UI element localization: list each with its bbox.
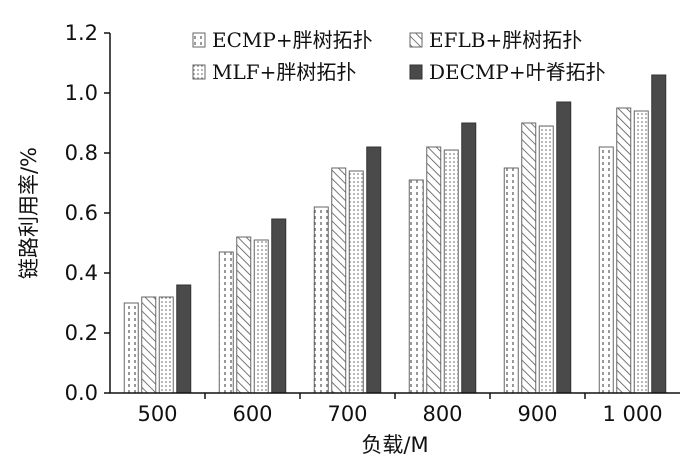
bar	[331, 167, 347, 394]
legend-label: EFLB+胖树拓扑	[429, 28, 582, 52]
bar	[598, 146, 614, 394]
bar	[158, 296, 174, 394]
legend-swatch	[192, 32, 206, 48]
bar	[461, 122, 477, 394]
plot-area: 0.0 0.2 0.4 0.6 0.8 1.0 1.2 500 600 700 800 900 1 0…	[65, 21, 680, 426]
legend-label: DECMP+叶脊拓扑	[429, 60, 606, 84]
legend: ECMP+胖树拓扑 EFLB+胖树拓扑 MLF+胖树拓扑 DECMP+叶脊拓扑	[192, 28, 606, 84]
y-tick-label: 0.6	[65, 201, 98, 225]
x-axis-title: 负载/M	[361, 433, 428, 457]
bar	[633, 110, 649, 394]
legend-swatch	[409, 64, 423, 80]
y-tick-label: 0.4	[65, 261, 98, 285]
bar	[123, 302, 139, 394]
x-tick-label: 600	[232, 402, 272, 426]
bar	[176, 284, 192, 394]
y-tick-label: 0.0	[65, 381, 98, 405]
bar	[616, 107, 632, 394]
bar	[236, 236, 252, 394]
bar	[426, 146, 442, 394]
x-axis-ticks: 500 600 700 800 900 1 000	[137, 393, 663, 426]
bar	[313, 206, 329, 394]
bar	[366, 146, 382, 394]
y-tick-label: 0.8	[65, 141, 98, 165]
bars	[123, 74, 667, 394]
y-tick-label: 1.0	[65, 81, 98, 105]
bar	[556, 101, 572, 394]
x-tick-label: 1 000	[602, 402, 662, 426]
y-tick-label: 0.2	[65, 321, 98, 345]
y-axis-title: 链路利用率/%	[17, 147, 41, 279]
bar	[443, 149, 459, 394]
x-tick-label: 800	[422, 402, 462, 426]
legend-swatch	[192, 64, 206, 80]
bar	[218, 251, 234, 394]
bar	[348, 170, 364, 394]
bar	[271, 218, 287, 394]
bar	[141, 296, 157, 394]
x-tick-label: 900	[517, 402, 557, 426]
y-axis-ticks: 0.0 0.2 0.4 0.6 0.8 1.0 1.2	[65, 21, 110, 405]
x-tick-label: 700	[327, 402, 367, 426]
bar	[503, 167, 519, 394]
bar	[521, 122, 537, 394]
bar	[408, 179, 424, 394]
legend-swatch	[409, 32, 423, 48]
y-tick-label: 1.2	[65, 21, 98, 45]
bar	[651, 74, 667, 394]
bar	[538, 125, 554, 394]
legend-label: MLF+胖树拓扑	[212, 60, 356, 84]
legend-label: ECMP+胖树拓扑	[212, 28, 373, 52]
bar	[253, 239, 269, 394]
x-tick-label: 500	[137, 402, 177, 426]
